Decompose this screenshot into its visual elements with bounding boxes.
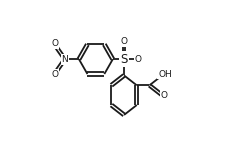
Text: O: O [121, 37, 128, 46]
Text: O: O [161, 91, 168, 100]
Text: S: S [120, 53, 128, 66]
Text: O: O [52, 70, 59, 79]
Text: N: N [62, 55, 68, 64]
Text: OH: OH [158, 70, 172, 79]
Text: O: O [52, 39, 59, 48]
Text: O: O [135, 55, 142, 64]
